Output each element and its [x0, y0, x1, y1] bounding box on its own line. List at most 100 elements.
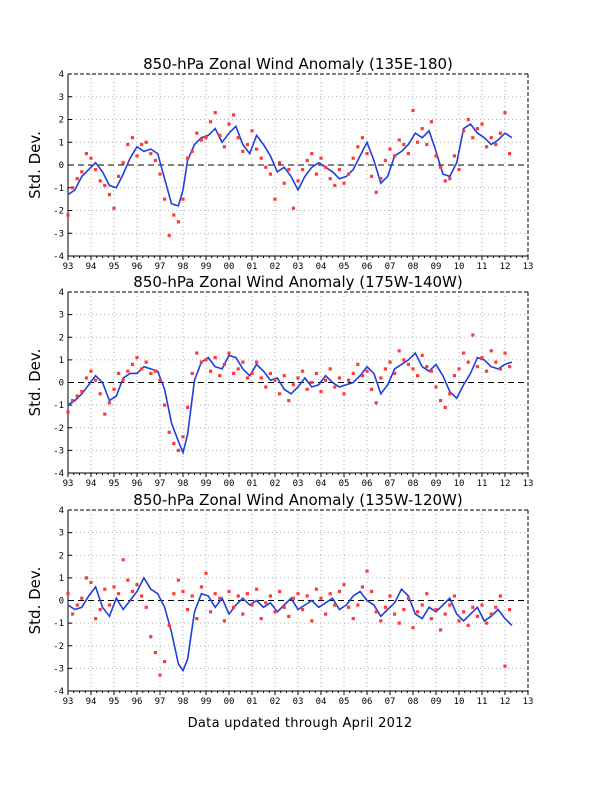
- y-axis-label: Std. Dev.: [26, 567, 44, 635]
- data-point: [388, 594, 392, 598]
- data-point: [466, 117, 470, 122]
- y-tick-label: -1: [53, 619, 64, 629]
- data-point: [420, 353, 424, 357]
- x-tick-label: 95: [109, 479, 120, 489]
- x-tick-label: 99: [201, 262, 212, 272]
- x-tick-label: 00: [224, 262, 235, 272]
- x-tick-label: 09: [431, 479, 442, 489]
- data-point: [310, 152, 314, 156]
- y-tick-label: -2: [53, 207, 64, 217]
- data-point: [103, 587, 107, 591]
- data-point: [324, 165, 328, 169]
- x-tick-label: 05: [339, 697, 350, 707]
- data-point: [489, 349, 493, 353]
- data-point: [259, 156, 263, 160]
- data-point: [213, 111, 217, 115]
- data-point: [71, 612, 75, 616]
- y-tick-label: -4: [53, 469, 64, 479]
- x-tick-label: 96: [132, 697, 143, 707]
- data-point: [291, 206, 295, 210]
- y-tick-label: -1: [53, 184, 64, 194]
- x-tick-label: 05: [339, 262, 350, 272]
- data-point: [360, 136, 364, 140]
- data-point: [218, 596, 222, 600]
- data-point: [140, 594, 144, 598]
- chart-title: 850-hPa Zonal Wind Anomaly (175W-140W): [133, 273, 462, 291]
- data-point: [89, 369, 93, 373]
- data-point: [452, 594, 456, 598]
- data-point: [494, 605, 498, 609]
- data-point: [333, 183, 337, 188]
- data-point: [439, 165, 443, 169]
- y-tick-label: -3: [53, 446, 64, 456]
- x-tick-label: 94: [86, 262, 97, 272]
- data-point: [471, 136, 475, 140]
- y-tick-label: 4: [59, 506, 64, 516]
- data-point: [379, 619, 383, 623]
- x-tick-label: 11: [477, 479, 488, 489]
- data-point: [195, 131, 199, 135]
- y-tick-label: -2: [53, 424, 64, 434]
- data-point: [222, 362, 226, 366]
- y-axis-label: Std. Dev.: [26, 349, 44, 417]
- data-point: [264, 601, 268, 605]
- data-point: [84, 376, 88, 380]
- y-tick-label: -4: [53, 687, 64, 697]
- x-tick-label: 99: [201, 479, 212, 489]
- data-point: [98, 392, 102, 396]
- data-point: [130, 136, 134, 140]
- data-point: [287, 167, 291, 172]
- data-point: [112, 585, 116, 589]
- data-point: [328, 592, 332, 596]
- data-point: [98, 179, 102, 183]
- x-tick-label: 94: [86, 697, 97, 707]
- data-point: [356, 145, 360, 149]
- data-point: [471, 333, 475, 337]
- y-tick-label: 2: [59, 333, 64, 343]
- data-point: [278, 589, 282, 594]
- data-point: [153, 158, 157, 163]
- data-point: [278, 161, 282, 165]
- data-point: [480, 603, 484, 607]
- x-tick-label: 98: [178, 262, 189, 272]
- y-tick-label: 4: [59, 70, 64, 80]
- data-point: [503, 664, 507, 668]
- data-point: [374, 401, 378, 405]
- data-point: [66, 213, 70, 217]
- data-point: [282, 181, 286, 185]
- data-point: [420, 127, 424, 131]
- x-tick-label: 08: [408, 697, 419, 707]
- data-point: [121, 378, 125, 382]
- data-point: [383, 605, 387, 609]
- data-point: [319, 596, 323, 600]
- data-point: [107, 401, 111, 405]
- data-point: [264, 165, 268, 169]
- data-point: [383, 367, 387, 371]
- data-point: [301, 167, 305, 172]
- data-point: [227, 351, 231, 355]
- data-point: [232, 371, 236, 376]
- data-point: [356, 362, 360, 366]
- data-point: [347, 605, 351, 609]
- data-point: [278, 392, 282, 396]
- y-tick-label: 3: [59, 93, 64, 103]
- data-point: [186, 607, 190, 612]
- data-point: [411, 108, 415, 112]
- data-point: [429, 617, 433, 621]
- y-tick-label: 0: [59, 161, 64, 171]
- data-point: [314, 587, 318, 591]
- data-point: [158, 673, 162, 677]
- data-point: [480, 122, 484, 126]
- data-point: [485, 621, 489, 625]
- data-point: [80, 596, 84, 600]
- data-point: [149, 152, 153, 156]
- data-point: [416, 140, 420, 144]
- data-point: [328, 177, 332, 181]
- data-point: [94, 378, 98, 382]
- x-tick-label: 11: [477, 262, 488, 272]
- data-point: [130, 362, 134, 366]
- data-point: [351, 617, 355, 621]
- data-point: [259, 376, 263, 380]
- data-point: [452, 154, 456, 158]
- data-point: [475, 365, 479, 369]
